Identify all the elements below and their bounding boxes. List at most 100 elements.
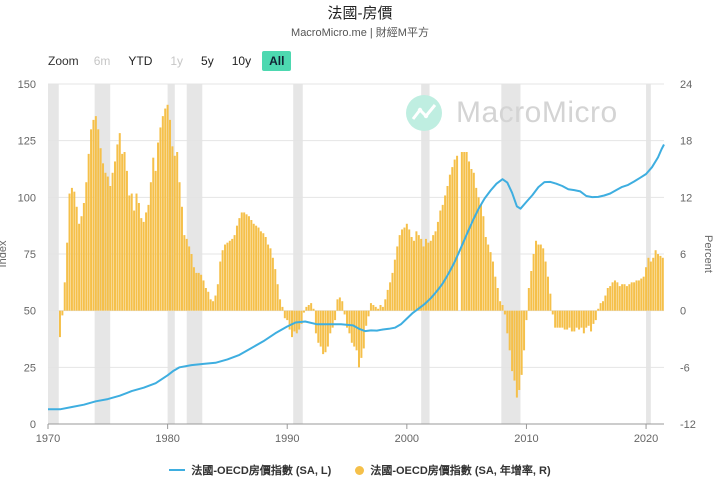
watermark-text: MacroMicro <box>456 96 618 129</box>
bar <box>128 195 131 311</box>
bar <box>312 308 315 311</box>
bar <box>448 174 451 311</box>
bar <box>413 240 416 311</box>
bar <box>66 242 69 311</box>
x-tick-label: 2010 <box>514 433 538 445</box>
bar <box>180 206 183 311</box>
bar <box>611 282 614 311</box>
bar <box>80 216 83 311</box>
bar <box>647 257 650 311</box>
bar <box>508 310 511 351</box>
y-right-tick-label: 24 <box>680 79 692 91</box>
bar <box>307 305 310 311</box>
zoom-1y-button: 1y <box>170 54 184 68</box>
bar <box>542 248 545 311</box>
bar <box>661 257 664 311</box>
zoom-5y-button[interactable]: 5y <box>201 54 214 68</box>
legend-item-index[interactable]: 法國-OECD房價指數 (SA, L) <box>169 462 331 478</box>
bar <box>472 172 475 311</box>
x-tick-label: 2000 <box>395 433 419 445</box>
legend-label-index: 法國-OECD房價指數 (SA, L) <box>191 465 332 477</box>
bar <box>111 172 114 311</box>
bar <box>654 250 657 311</box>
bar <box>221 250 224 311</box>
bar <box>590 310 593 332</box>
bar <box>405 223 408 311</box>
bar <box>281 306 284 311</box>
bar <box>183 235 186 311</box>
bar <box>649 261 652 311</box>
bar <box>87 153 90 311</box>
bar <box>410 237 413 311</box>
bar <box>451 167 454 311</box>
bar <box>439 210 442 311</box>
bar <box>465 152 468 311</box>
bar <box>621 284 624 311</box>
bar <box>475 187 478 311</box>
bar <box>212 301 215 311</box>
bar <box>135 193 138 311</box>
bar <box>207 291 210 311</box>
zoom-6m-button: 6m <box>93 54 111 68</box>
chart-title: 法國-房價 <box>327 5 393 22</box>
bar <box>554 310 557 328</box>
y-left-tick-label: 50 <box>24 306 36 318</box>
bar <box>243 212 246 311</box>
bar <box>70 187 73 311</box>
bar <box>140 218 143 311</box>
y-left-tick-label: 25 <box>24 362 36 374</box>
bar <box>499 301 502 311</box>
bar <box>82 203 85 311</box>
zoom-ytd-button[interactable]: YTD <box>128 54 153 68</box>
bar <box>276 284 279 311</box>
bar <box>398 235 401 311</box>
bar <box>257 227 260 311</box>
bar <box>269 248 272 311</box>
bar <box>523 310 526 351</box>
zoom-10y-button[interactable]: 10y <box>231 54 252 68</box>
bar <box>173 155 176 311</box>
legend-item-yoy[interactable]: 法國-OECD房價指數 (SA, 年增率, R) <box>355 462 551 478</box>
bar <box>599 303 602 311</box>
bar <box>109 186 112 311</box>
bar <box>99 148 102 311</box>
bar <box>279 299 282 311</box>
bar <box>544 261 547 311</box>
bar <box>623 284 626 311</box>
bar <box>427 242 430 311</box>
bar <box>216 284 219 311</box>
bar <box>369 303 372 311</box>
zoom-bar: Zoom 6m YTD 1y 5y 10y All <box>48 50 295 72</box>
bar <box>336 299 339 311</box>
bar <box>317 310 320 343</box>
bar <box>503 310 506 315</box>
bar <box>367 310 370 317</box>
bar <box>463 152 466 311</box>
bar <box>58 310 61 338</box>
bar <box>362 310 365 349</box>
bar <box>338 297 341 311</box>
y-right-tick-label: 6 <box>680 249 686 261</box>
bar <box>154 170 157 311</box>
bar <box>592 310 595 324</box>
bar <box>645 267 648 311</box>
bar <box>176 152 179 311</box>
bar <box>161 116 164 311</box>
bar <box>288 310 291 330</box>
zoom-all-button[interactable]: All <box>262 51 292 71</box>
bar <box>130 193 133 311</box>
bar <box>293 310 296 332</box>
bar <box>575 310 578 328</box>
bar <box>334 310 337 321</box>
bar <box>104 172 107 311</box>
bar <box>393 259 396 311</box>
bar <box>429 240 432 311</box>
bar <box>264 237 267 311</box>
bar <box>224 244 227 311</box>
bar <box>401 229 404 311</box>
bar <box>271 257 274 311</box>
bar <box>616 282 619 311</box>
bar <box>570 310 573 332</box>
bar <box>381 306 384 311</box>
